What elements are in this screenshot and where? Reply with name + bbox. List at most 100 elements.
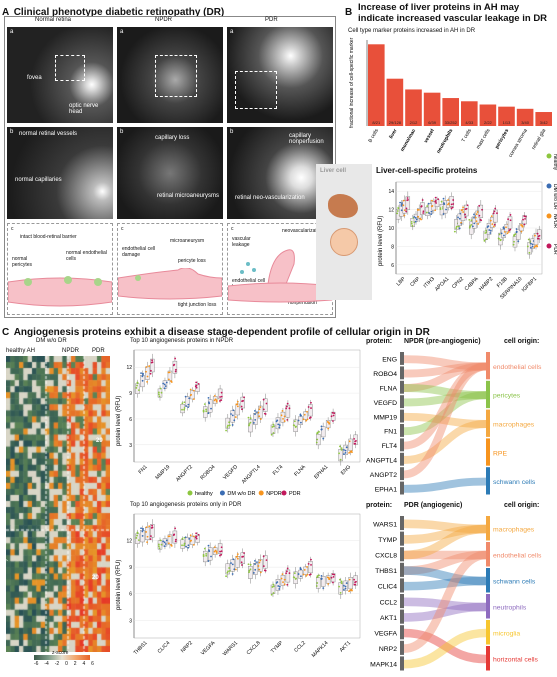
- tick: 4: [82, 661, 86, 667]
- heatmap-row-pdr: enriched only in PDR: [2, 537, 8, 594]
- data-point: [157, 391, 160, 394]
- data-point: [462, 206, 464, 209]
- sankey-protein-node: [400, 562, 404, 577]
- data-point: [140, 527, 142, 530]
- data-point: [496, 212, 498, 215]
- data-point: [493, 223, 496, 226]
- sankey-top-origin-label: cell origin:: [504, 338, 540, 345]
- data-point: [232, 409, 235, 412]
- data-point: [262, 408, 265, 411]
- data-point: [522, 218, 524, 221]
- data-point: [207, 412, 210, 415]
- sublabel-b: b: [10, 129, 14, 135]
- x-tick-label: MAPK14: [311, 640, 330, 659]
- data-point: [192, 398, 195, 401]
- data-point: [195, 386, 198, 389]
- data-point: [345, 446, 348, 449]
- x-tick-label: ANGPTL4: [241, 464, 262, 485]
- data-point: [215, 550, 218, 553]
- data-point: [183, 542, 186, 545]
- tick: -4: [44, 661, 49, 667]
- bar: [461, 101, 478, 126]
- y-tick-label: 6: [129, 592, 132, 598]
- box: [150, 524, 155, 538]
- data-point: [468, 218, 471, 221]
- zoom-box: [235, 71, 277, 109]
- sankey-top: ENG ROBO4 FLNA VEGFD MMP19 FN1 FLT4 ANGPTL4 ANGP…: [366, 352, 542, 495]
- data-point: [213, 550, 216, 553]
- capillary-nonperfusion-label: capillary nonperfusion: [289, 133, 324, 145]
- sankey-origin-label: microglia: [493, 631, 520, 638]
- data-point: [399, 201, 402, 204]
- data-point: [305, 419, 308, 422]
- sankey-link: [403, 597, 487, 612]
- data-point: [421, 199, 424, 201]
- bar-count-label: 3/40: [521, 120, 530, 125]
- bar-category-label: mono/mac: [400, 128, 418, 153]
- data-point: [220, 546, 223, 549]
- sankey-protein-label: EPHA1: [375, 486, 398, 493]
- tight-junction-label: tight junction loss: [178, 302, 217, 308]
- data-point: [183, 407, 186, 409]
- data-point: [524, 215, 527, 218]
- data-point: [507, 231, 510, 233]
- data-point: [331, 573, 334, 576]
- sankey-bottom-protein-label: protein:: [366, 502, 393, 509]
- data-point: [215, 552, 218, 554]
- data-point: [278, 585, 281, 588]
- data-point: [322, 437, 325, 440]
- data-point: [254, 409, 256, 412]
- bottom-ylabel: protein level (RFU): [116, 560, 122, 610]
- data-point: [185, 405, 187, 407]
- data-point: [213, 399, 216, 402]
- sankey-link: [403, 355, 487, 371]
- data-point: [234, 568, 237, 571]
- panel-b-title: Increase of liver proteins in AH may ind…: [358, 2, 548, 24]
- data-point: [406, 199, 409, 202]
- data-point: [145, 526, 148, 529]
- sankey-link: [403, 519, 487, 534]
- data-point: [308, 573, 311, 576]
- x-tick-label: WARS1: [222, 640, 239, 657]
- data-point: [402, 204, 405, 207]
- bar-category-label: mast cells: [475, 128, 492, 151]
- data-point: [327, 583, 330, 585]
- data-point: [188, 397, 191, 400]
- data-point: [202, 555, 205, 558]
- x-tick-label: C4BPA: [464, 276, 480, 292]
- panel-c-title: Angiogenesis proteins exhibit a disease …: [13, 327, 430, 338]
- endothelial-label: normal endothelial cells: [66, 250, 107, 262]
- data-point: [455, 225, 458, 228]
- tick: 6: [91, 661, 94, 667]
- data-point: [508, 229, 511, 232]
- microaneurysms-label: retinal microaneurysms: [157, 193, 220, 199]
- data-point: [149, 538, 152, 540]
- legend-dot: [546, 153, 552, 159]
- data-point: [503, 230, 506, 233]
- data-point: [333, 573, 336, 576]
- data-point: [396, 212, 399, 215]
- x-tick-label: CRP: [409, 276, 421, 288]
- data-point: [283, 583, 286, 586]
- data-point: [473, 222, 476, 225]
- data-point: [320, 577, 323, 580]
- data-point: [158, 547, 161, 550]
- data-point: [452, 203, 455, 205]
- data-point: [264, 413, 267, 415]
- data-point: [420, 218, 422, 221]
- data-point: [220, 395, 223, 398]
- data-point: [489, 232, 492, 234]
- data-point: [509, 214, 512, 216]
- data-point: [167, 542, 170, 545]
- x-tick-label: THBS1: [133, 640, 149, 656]
- data-point: [254, 568, 257, 571]
- legend-dot: [546, 183, 552, 189]
- schematic-pdr: c neovascularization vascular leakage en…: [227, 223, 333, 315]
- data-point: [515, 230, 518, 233]
- sankey-protein-node: [400, 656, 404, 671]
- fovea-label: fovea: [27, 75, 42, 81]
- data-point: [306, 418, 309, 421]
- data-point: [293, 424, 296, 427]
- data-point: [280, 577, 283, 580]
- legend-label: healthy: [552, 154, 557, 171]
